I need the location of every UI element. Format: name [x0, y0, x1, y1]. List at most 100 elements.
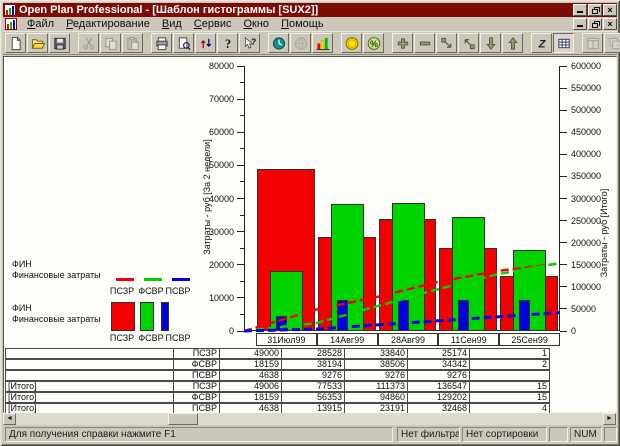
- left-axis-tick: [240, 280, 244, 282]
- left-axis-tick-label: 10000: [208, 292, 234, 303]
- value-cell: 129202: [408, 393, 470, 402]
- horizontal-scrollbar[interactable]: ◄ ►: [3, 413, 617, 425]
- left-axis-tick-label: 30000: [208, 226, 234, 237]
- zoom-z-icon: Z: [537, 38, 546, 50]
- row-label-cell: ПСЗР: [174, 349, 220, 358]
- link-forward-icon: [440, 37, 451, 48]
- menu-items: Файл Редактирование Вид Сервис Окно Помощь: [21, 17, 330, 31]
- legend-item-label: ПСВР: [165, 333, 191, 343]
- value-cell: 15: [536, 382, 547, 391]
- menu-5[interactable]: Помощь: [281, 18, 324, 30]
- row-group-cell: [Итого]: [6, 404, 174, 413]
- open-folder-button[interactable]: [27, 33, 48, 53]
- value-cell: 1: [541, 349, 547, 358]
- row-label-cell: ПСЗР: [174, 382, 220, 391]
- mdi-close-button[interactable]: ×: [603, 18, 617, 30]
- toolbar: ??% Z: [3, 31, 620, 55]
- x-axis-label-cell: 28Авг99: [377, 333, 439, 346]
- minimize-button[interactable]: [573, 4, 587, 16]
- restore-button[interactable]: [588, 4, 602, 16]
- close-button[interactable]: ×: [603, 4, 617, 16]
- print-icon: [155, 36, 168, 50]
- histogram-button[interactable]: [312, 33, 333, 53]
- scrollbar-thumb[interactable]: [168, 413, 198, 425]
- plus-button[interactable]: [392, 33, 413, 53]
- right-axis-tick-label: 400000: [571, 149, 602, 160]
- svg-text:%: %: [370, 38, 378, 48]
- right-axis-tick-label: 550000: [571, 83, 602, 94]
- window-cascade-button: [604, 33, 620, 53]
- cut-icon: [83, 37, 94, 49]
- coin-icon: [345, 36, 358, 50]
- arrow-down-button[interactable]: [480, 33, 501, 53]
- zoom-z-button[interactable]: Z: [531, 33, 552, 53]
- mdi-minimize-button[interactable]: [573, 18, 587, 30]
- help-button[interactable]: ?: [217, 33, 238, 53]
- new-document-button[interactable]: [5, 33, 26, 53]
- right-axis-tick: [560, 131, 567, 133]
- right-axis-tick-label: 50000: [571, 303, 597, 314]
- link-forward-button[interactable]: [436, 33, 457, 53]
- value-cell: 13915: [282, 404, 345, 413]
- left-axis-tick: [237, 164, 244, 166]
- help-icon: ?: [224, 37, 230, 51]
- status-bar: Для получения справки нажмите F1 Нет фил…: [3, 426, 617, 443]
- arrow-down-icon: [485, 36, 496, 50]
- menu-0[interactable]: Файл: [27, 18, 55, 30]
- legend-bar-swatch: [140, 302, 154, 331]
- value-cell: [470, 371, 549, 380]
- menu-2[interactable]: Вид: [161, 18, 182, 30]
- time-clock-button[interactable]: [268, 33, 289, 53]
- right-axis-tick: [560, 65, 567, 67]
- globe-icon: [294, 36, 307, 50]
- right-axis-tick: [560, 87, 567, 89]
- right-axis-tick: [560, 153, 567, 155]
- left-axis-tick: [237, 231, 244, 233]
- row-group-cell: [6, 371, 174, 380]
- left-axis-tick: [240, 82, 244, 84]
- right-axis-tick: [560, 286, 567, 288]
- print-button[interactable]: [151, 33, 172, 53]
- x-axis-label-cell: 31Июл99: [256, 333, 317, 346]
- line-pszr-cumulative: [243, 262, 561, 333]
- legend-bar-swatch: [111, 302, 135, 331]
- sort-updown-icon: [200, 38, 211, 48]
- legend-bar-swatch: [161, 302, 169, 331]
- bar-psvr-2: [397, 300, 409, 331]
- window-title: Open Plan Professional - [Шаблон гистогр…: [19, 4, 319, 16]
- value-cell: 111373: [345, 382, 408, 391]
- row-group-cell: [6, 349, 174, 358]
- sort-updown-button[interactable]: [195, 33, 216, 53]
- coin-button[interactable]: [341, 33, 362, 53]
- table-row: ПСЗР 49000 28528 33840 25174 1: [5, 348, 550, 359]
- menu-3[interactable]: Сервис: [193, 18, 232, 30]
- arrow-up-button[interactable]: [502, 33, 523, 53]
- legend-item-label: ПСЗР: [109, 286, 135, 296]
- left-axis-tick-label: 60000: [208, 127, 234, 138]
- menu-4[interactable]: Окно: [243, 18, 270, 30]
- context-help-button[interactable]: ?: [239, 33, 260, 53]
- legend-item-label: ПСЗР: [109, 333, 135, 343]
- left-axis-tick: [240, 214, 244, 216]
- time-clock-icon: [272, 36, 285, 50]
- value-cell: 4638: [220, 404, 282, 413]
- left-axis-tick: [237, 330, 244, 332]
- scroll-left-button[interactable]: ◄: [3, 413, 16, 425]
- save-button[interactable]: [49, 33, 70, 53]
- row-label-cell: ПСВР: [174, 404, 220, 413]
- right-axis-tick-label: 300000: [571, 193, 602, 204]
- scroll-right-button[interactable]: ►: [603, 413, 616, 425]
- minus-button[interactable]: [414, 33, 435, 53]
- row-group-cell: [Итого]: [6, 393, 174, 402]
- copy-icon: [104, 37, 117, 50]
- legend-line-swatch: [172, 278, 190, 281]
- percent-button[interactable]: %: [363, 33, 384, 53]
- left-axis-tick: [240, 148, 244, 150]
- menu-1[interactable]: Редактирование: [66, 18, 150, 30]
- table-view-button[interactable]: [553, 33, 574, 53]
- mdi-restore-button[interactable]: [588, 18, 602, 30]
- print-preview-button[interactable]: [173, 33, 194, 53]
- left-axis-tick: [237, 98, 244, 100]
- link-back-button[interactable]: [458, 33, 479, 53]
- left-axis-tick: [240, 247, 244, 249]
